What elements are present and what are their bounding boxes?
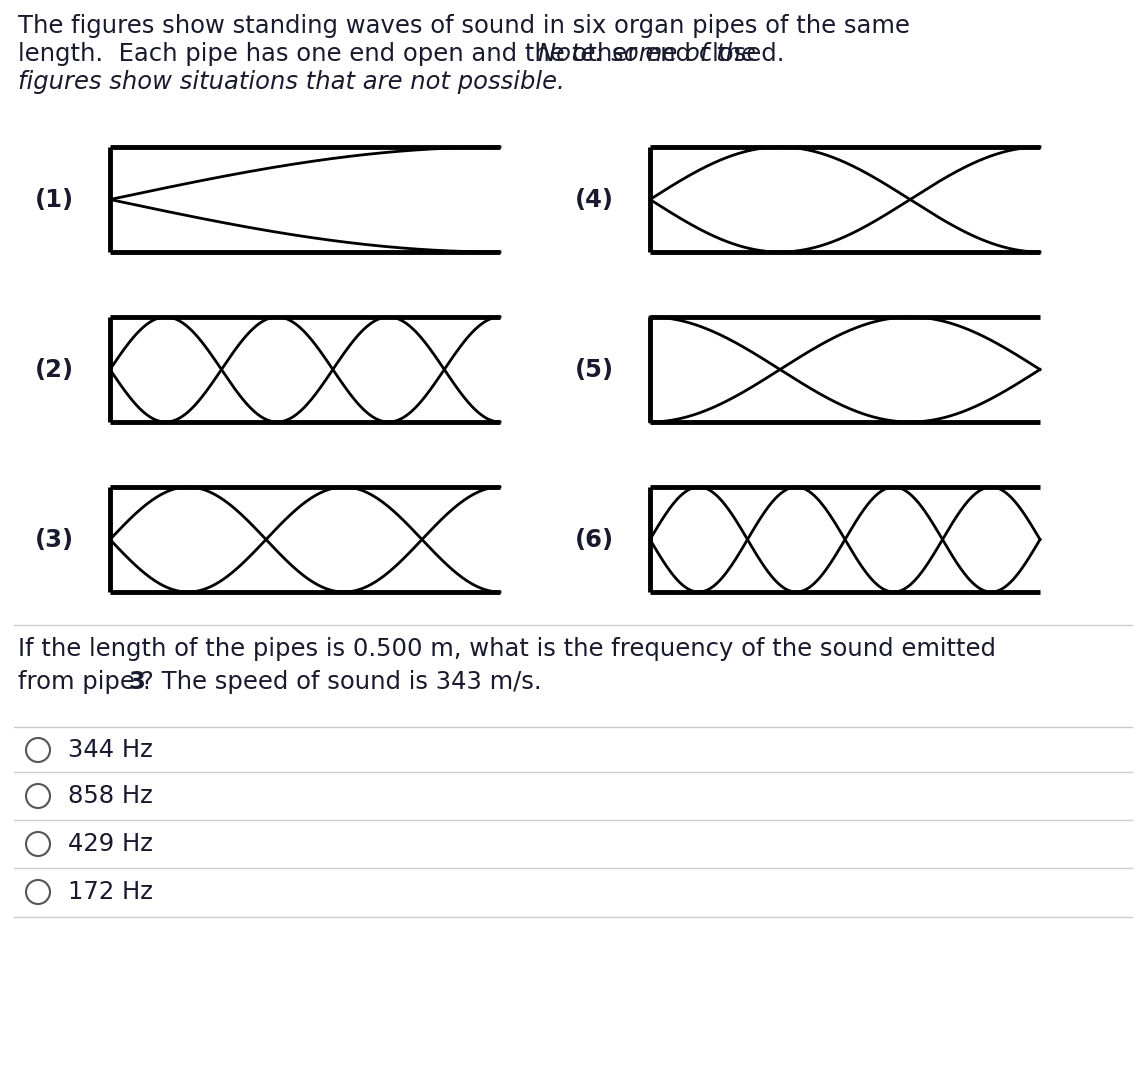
Text: ? The speed of sound is 343 m/s.: ? The speed of sound is 343 m/s.: [141, 670, 542, 695]
Text: (1): (1): [36, 188, 74, 212]
Text: from pipe: from pipe: [18, 670, 142, 695]
Text: (3): (3): [36, 527, 74, 551]
Text: 3: 3: [128, 670, 144, 695]
Text: (4): (4): [575, 188, 614, 212]
Text: (2): (2): [36, 357, 74, 381]
Text: The figures show standing waves of sound in six organ pipes of the same: The figures show standing waves of sound…: [18, 14, 910, 38]
Text: Note: some of the: Note: some of the: [537, 41, 756, 66]
Text: 172 Hz: 172 Hz: [68, 880, 152, 904]
Text: (5): (5): [575, 357, 614, 381]
Text: 429 Hz: 429 Hz: [68, 832, 152, 856]
Text: 858 Hz: 858 Hz: [68, 784, 152, 808]
Text: figures show situations that are not possible.: figures show situations that are not pos…: [18, 70, 565, 94]
Text: 344 Hz: 344 Hz: [68, 738, 152, 762]
Text: If the length of the pipes is 0.500 m, what is the frequency of the sound emitte: If the length of the pipes is 0.500 m, w…: [18, 637, 996, 661]
Text: (6): (6): [575, 527, 614, 551]
Text: length.  Each pipe has one end open and the other end closed.: length. Each pipe has one end open and t…: [18, 41, 800, 66]
